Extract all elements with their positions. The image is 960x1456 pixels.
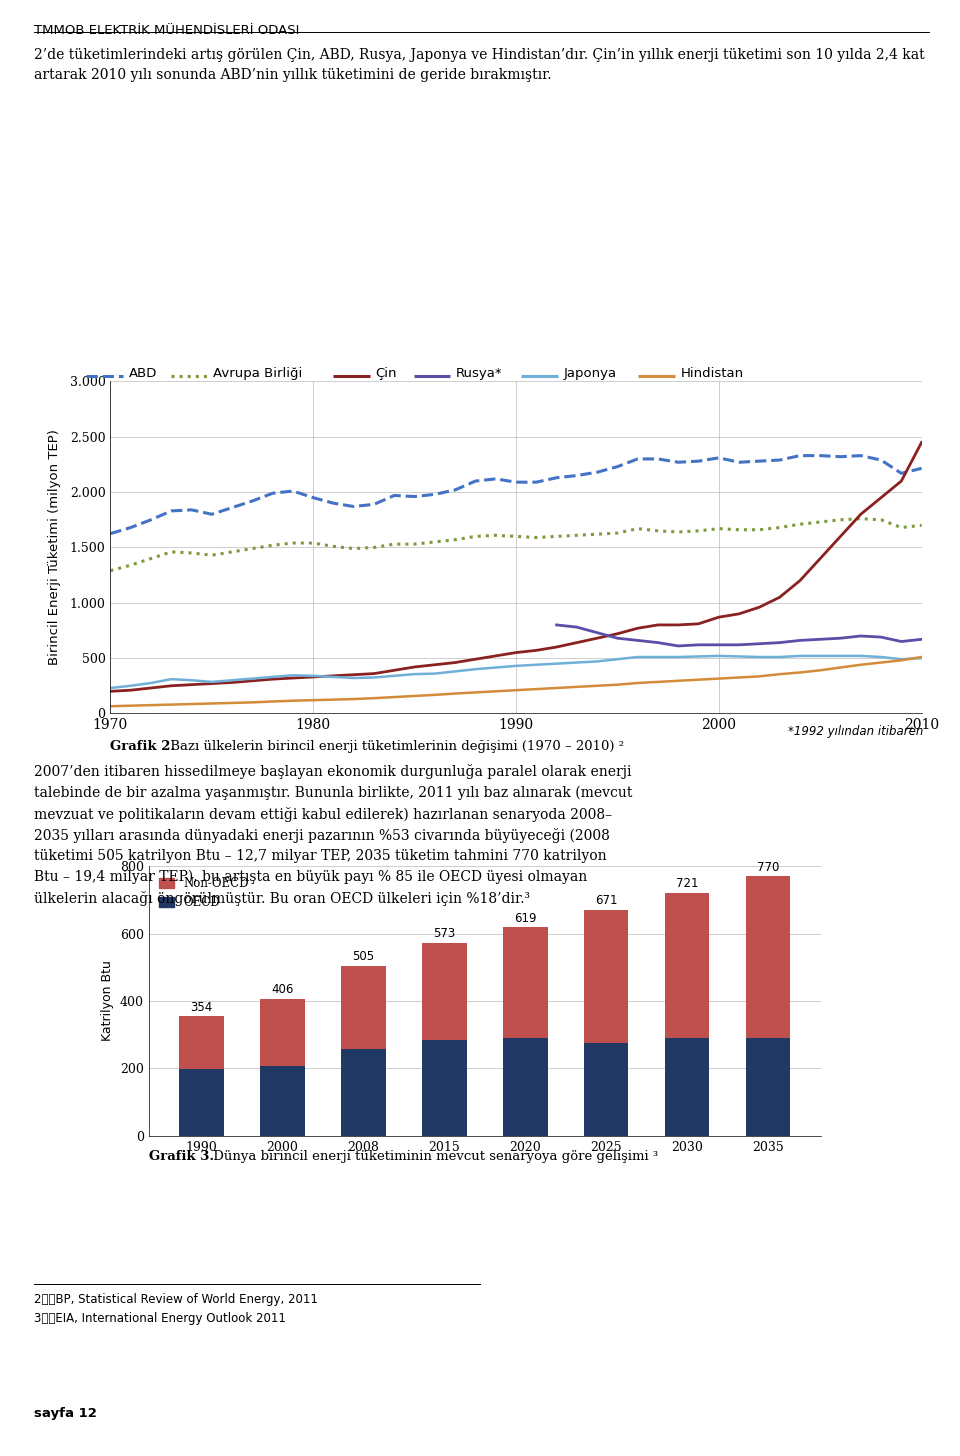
Bar: [584, 910, 629, 1042]
Text: 3		EIA, International Energy Outlook 2011: 3 EIA, International Energy Outlook 2011: [34, 1312, 285, 1325]
Bar: [422, 1041, 467, 1136]
Text: Japonya: Japonya: [564, 367, 616, 380]
Bar: [503, 1038, 547, 1136]
Text: Grafik 2.: Grafik 2.: [110, 740, 176, 753]
Text: 406: 406: [272, 983, 294, 996]
Text: Bazı ülkelerin birincil enerji tüketimlerinin değişimi (1970 – 2010) ²: Bazı ülkelerin birincil enerji tüketimle…: [166, 740, 624, 753]
Text: 2’de tüketimlerindeki artış görülen Çin, ABD, Rusya, Japonya ve Hindistan’dır. Ç: 2’de tüketimlerindeki artış görülen Çin,…: [34, 48, 924, 82]
Legend: Non-OECD, OECD: Non-OECD, OECD: [155, 872, 253, 913]
Text: 354: 354: [190, 1000, 213, 1013]
Text: Rusya*: Rusya*: [456, 367, 503, 380]
Text: 770: 770: [756, 860, 780, 874]
Text: Çin: Çin: [375, 367, 396, 380]
Text: Grafik 3.: Grafik 3.: [149, 1150, 214, 1163]
Y-axis label: Katrilyon Btu: Katrilyon Btu: [102, 961, 114, 1041]
Text: 573: 573: [433, 927, 455, 941]
Text: sayfa 12: sayfa 12: [34, 1406, 96, 1420]
Bar: [180, 1069, 224, 1136]
Bar: [746, 877, 790, 1038]
Text: TMMOB ELEKTRİK MÜHENDİSLERİ ODASI: TMMOB ELEKTRİK MÜHENDİSLERİ ODASI: [34, 23, 299, 36]
Bar: [584, 1042, 629, 1136]
Text: Dünya birincil enerji tüketiminin mevcut senaryoya göre gelişimi ³: Dünya birincil enerji tüketiminin mevcut…: [209, 1150, 659, 1163]
Bar: [665, 1038, 709, 1136]
Y-axis label: Birincil Enerji Tüketimi (milyon TEP): Birincil Enerji Tüketimi (milyon TEP): [48, 430, 61, 665]
Bar: [180, 1016, 224, 1069]
Text: 2007’den itibaren hissedilmeye başlayan ekonomik durgunluğa paralel olarak enerj: 2007’den itibaren hissedilmeye başlayan …: [34, 764, 632, 906]
Bar: [422, 942, 467, 1041]
Text: 721: 721: [676, 877, 698, 890]
Bar: [503, 927, 547, 1038]
Text: Avrupa Birliği: Avrupa Birliği: [213, 367, 302, 380]
Bar: [746, 1038, 790, 1136]
Bar: [665, 893, 709, 1038]
Bar: [260, 999, 304, 1066]
Text: 619: 619: [514, 911, 537, 925]
Text: 2		BP, Statistical Review of World Energy, 2011: 2 BP, Statistical Review of World Energy…: [34, 1293, 318, 1306]
Text: 671: 671: [595, 894, 617, 907]
Text: 505: 505: [352, 949, 374, 962]
Text: *1992 yılından itibaren: *1992 yılından itibaren: [788, 725, 924, 738]
Text: Hindistan: Hindistan: [681, 367, 744, 380]
Bar: [341, 1050, 386, 1136]
Bar: [260, 1066, 304, 1136]
Bar: [341, 965, 386, 1050]
Text: ABD: ABD: [129, 367, 157, 380]
